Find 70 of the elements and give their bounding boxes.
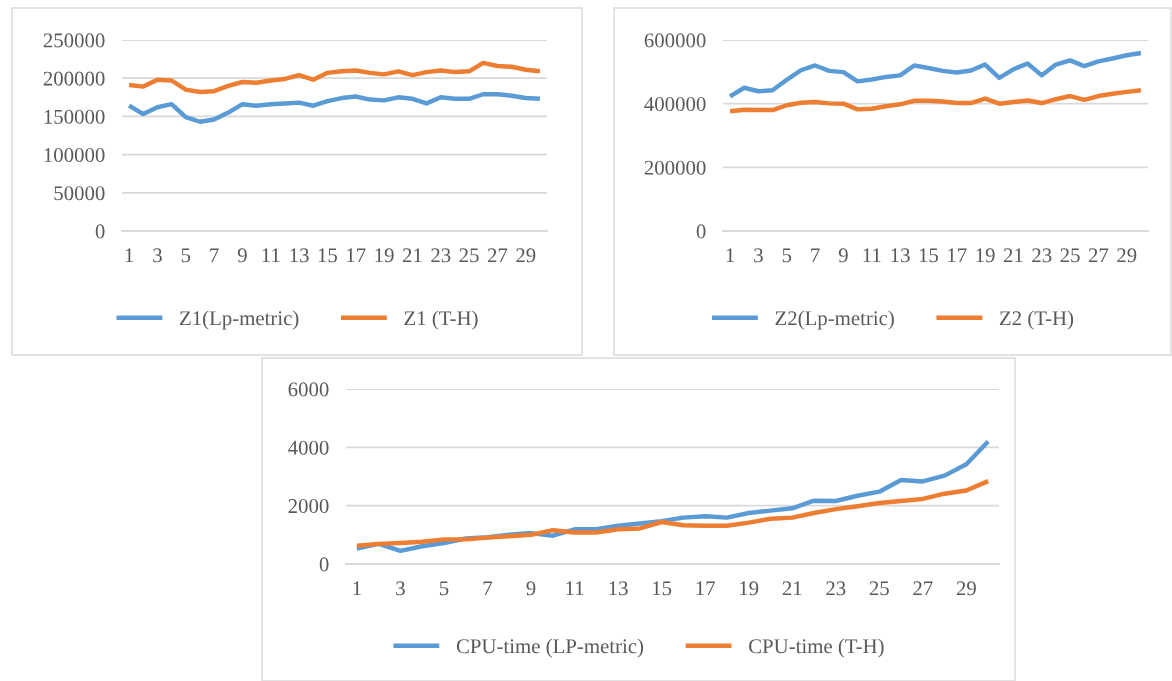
x-tick-label: 27 bbox=[487, 248, 508, 263]
x-tick-label: 7 bbox=[811, 248, 820, 263]
x-tick-label: 25 bbox=[1060, 248, 1080, 263]
legend-label: Z1(Lp-metric) bbox=[180, 310, 299, 330]
legend-label: CPU-time (LP-metric) bbox=[456, 638, 644, 658]
x-tick-label: 29 bbox=[1117, 248, 1137, 263]
x-tick-label: 25 bbox=[459, 248, 479, 263]
x-tick-label: 15 bbox=[318, 248, 338, 263]
x-tick-label: 21 bbox=[1003, 248, 1023, 263]
x-tick-label: 11 bbox=[566, 581, 584, 596]
x-tick-label: 7 bbox=[483, 581, 493, 596]
x-tick-label: 21 bbox=[782, 581, 802, 596]
x-tick-label: 5 bbox=[181, 248, 191, 263]
line-series bbox=[126, 92, 543, 124]
y-tick-label: 150000 bbox=[44, 109, 105, 124]
x-tick-label: 5 bbox=[782, 248, 792, 263]
x-tick-label: 17 bbox=[948, 248, 967, 263]
y-tick-label: 0 bbox=[696, 224, 706, 239]
x-tick-label: 1 bbox=[125, 248, 134, 263]
x-tick-label: 19 bbox=[740, 581, 759, 596]
legend-label: Z2(Lp-metric) bbox=[775, 310, 894, 330]
x-tick-label: 13 bbox=[290, 248, 309, 263]
x-tick-label: 7 bbox=[210, 248, 219, 263]
x-tick-label: 17 bbox=[347, 248, 366, 263]
x-tick-label: 1 bbox=[726, 248, 735, 263]
y-tick-label: 50000 bbox=[54, 186, 105, 201]
legend-label: Z2 (T-H) bbox=[999, 310, 1074, 330]
line-series bbox=[727, 88, 1144, 114]
y-tick-label: 200000 bbox=[644, 160, 706, 175]
x-tick-label: 23 bbox=[826, 581, 846, 596]
x-tick-label: 1 bbox=[353, 581, 361, 596]
line-series bbox=[727, 50, 1144, 99]
x-tick-label: 13 bbox=[609, 581, 628, 596]
x-tick-label: 19 bbox=[976, 248, 995, 263]
x-tick-label: 29 bbox=[956, 581, 976, 596]
x-tick-label: 21 bbox=[402, 248, 422, 263]
y-tick-label: 6000 bbox=[288, 382, 329, 397]
x-tick-label: 3 bbox=[396, 581, 405, 596]
x-tick-label: 3 bbox=[754, 248, 763, 263]
x-tick-label: 3 bbox=[153, 248, 162, 263]
x-tick-label: 5 bbox=[439, 581, 449, 596]
y-tick-label: 400000 bbox=[644, 97, 706, 112]
x-tick-label: 19 bbox=[375, 248, 394, 263]
y-tick-label: 0 bbox=[319, 557, 329, 572]
y-tick-label: 4000 bbox=[288, 440, 329, 455]
line-series bbox=[126, 60, 543, 95]
x-tick-label: 15 bbox=[919, 248, 939, 263]
y-tick-label: 250000 bbox=[43, 33, 105, 48]
x-tick-label: 9 bbox=[237, 248, 247, 263]
x-tick-label: 13 bbox=[891, 248, 910, 263]
x-tick-label: 27 bbox=[913, 581, 933, 596]
x-tick-label: 11 bbox=[262, 248, 280, 263]
y-tick-label: 200000 bbox=[43, 71, 105, 86]
x-tick-label: 23 bbox=[1032, 248, 1052, 263]
x-tick-label: 9 bbox=[526, 581, 536, 596]
x-tick-label: 27 bbox=[1088, 248, 1109, 263]
line-series bbox=[354, 478, 991, 548]
x-tick-label: 17 bbox=[696, 581, 715, 596]
x-tick-label: 29 bbox=[516, 248, 536, 263]
x-tick-label: 15 bbox=[653, 581, 672, 596]
x-tick-label: 9 bbox=[838, 248, 848, 263]
y-tick-label: 100000 bbox=[44, 147, 105, 163]
y-tick-label: 0 bbox=[95, 224, 105, 239]
x-tick-label: 25 bbox=[869, 581, 889, 596]
y-tick-label: 2000 bbox=[288, 499, 329, 514]
legend-label: Z1 (T-H) bbox=[404, 310, 478, 330]
y-tick-label: 600000 bbox=[644, 33, 706, 48]
x-tick-label: 11 bbox=[863, 248, 881, 263]
legend-label: CPU-time (T-H) bbox=[749, 638, 884, 658]
x-tick-label: 23 bbox=[431, 248, 451, 263]
